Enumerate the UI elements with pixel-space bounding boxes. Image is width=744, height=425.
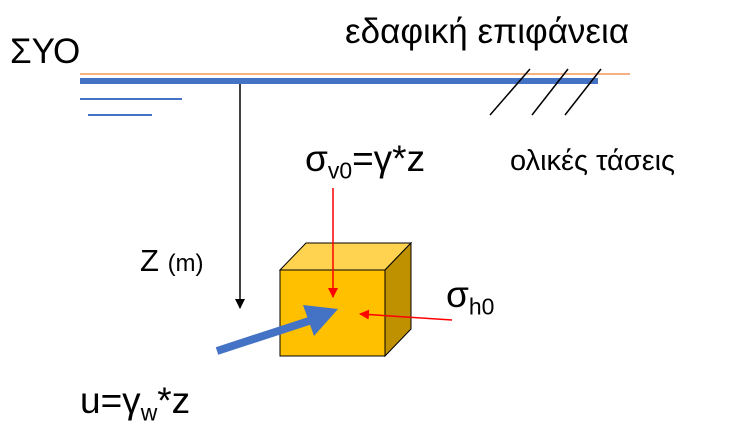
pore-pressure-subscript: w <box>140 399 158 425</box>
ground-hatch <box>489 68 602 116</box>
pore-pressure-label: u=γw*z <box>80 380 191 424</box>
pore-pressure-prefix: u=γ <box>80 380 141 421</box>
pore-pressure-arrow <box>215 305 338 355</box>
soil-element-cube <box>278 241 413 358</box>
horizontal-stress-symbol: σ <box>446 274 469 315</box>
horizontal-stress-label: σh0 <box>446 274 494 318</box>
total-stresses-label: ολικές τάσεις <box>510 145 676 177</box>
depth-unit: (m) <box>167 250 204 277</box>
pore-pressure-expression: *z <box>157 380 191 421</box>
depth-symbol: Z <box>140 243 159 278</box>
vertical-stress-symbol: σ <box>305 138 328 179</box>
ground-surface-label: εδαφική επιφάνεια <box>345 12 630 51</box>
water-table-label: ΣΥΟ <box>10 32 81 71</box>
horizontal-stress-subscript: h0 <box>468 293 495 320</box>
vertical-stress-expression: =γ*z <box>352 138 426 179</box>
horizontal-stress-arrow <box>359 309 453 321</box>
vertical-stress-subscript: v0 <box>327 157 353 184</box>
depth-axis-label: Z (m) <box>140 245 204 276</box>
vertical-stress-label: σv0=γ*z <box>305 138 426 182</box>
